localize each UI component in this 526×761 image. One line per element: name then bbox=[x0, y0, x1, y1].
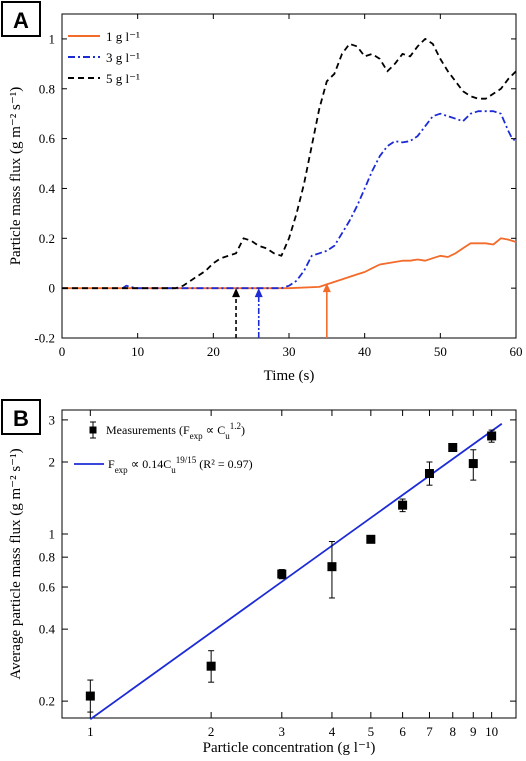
onset-arrow-head bbox=[322, 283, 331, 293]
y-tick-label: 0.4 bbox=[39, 181, 56, 196]
legend-marker-square bbox=[89, 426, 97, 434]
data-point bbox=[398, 500, 408, 510]
y-tick-label: -0.2 bbox=[34, 331, 55, 346]
x-tick-label: 4 bbox=[329, 724, 336, 739]
panel-b-plot-frame bbox=[61, 409, 517, 719]
data-point bbox=[468, 459, 478, 469]
y-tick-label: 1 bbox=[49, 31, 56, 46]
series-line bbox=[62, 38, 517, 290]
panel-b-series bbox=[85, 423, 503, 720]
y-tick-label: 0.8 bbox=[39, 550, 55, 565]
legend-label: 1 g l⁻¹ bbox=[106, 29, 140, 44]
legend-label: 3 g l⁻¹ bbox=[106, 50, 140, 65]
x-tick-label: 6 bbox=[399, 724, 406, 739]
data-point bbox=[85, 691, 95, 701]
panel-b-legend-fit-label: Fexp ∝ 0.14Cu19/15 (R² = 0.97) bbox=[108, 455, 253, 475]
y-tick-label: 0.6 bbox=[39, 580, 56, 595]
panel-a-tag-label: A bbox=[13, 8, 29, 33]
panel-b-legend: Measurements (Fexp ∝ Cu1.2) Fexp ∝ 0.14C… bbox=[74, 421, 253, 475]
legend-label: 5 g l⁻¹ bbox=[106, 71, 140, 86]
panel-b-legend-measurements-label: Measurements (Fexp ∝ Cu1.2) bbox=[106, 421, 245, 441]
x-tick-label: 3 bbox=[279, 724, 286, 739]
data-point bbox=[277, 569, 287, 579]
data-point bbox=[366, 534, 376, 544]
y-tick-label: 0.2 bbox=[39, 231, 55, 246]
y-tick-label: 0 bbox=[49, 281, 56, 296]
data-point bbox=[448, 442, 458, 452]
panel-a-y-axis-label: Particle mass flux (g m⁻² s⁻¹) bbox=[8, 87, 24, 266]
panel-a-onset-arrows bbox=[232, 283, 331, 338]
x-tick-label: 2 bbox=[208, 724, 215, 739]
x-tick-label: 1 bbox=[87, 724, 94, 739]
panel-a: A 0 10 20 30 40 50 60 -0.2 0 0.2 0.4 0.6 0.8 1 1 g l⁻… bbox=[1, 1, 523, 384]
y-tick-label: 2 bbox=[49, 455, 56, 470]
x-tick-label: 10 bbox=[131, 344, 144, 359]
panel-a-x-axis-label: Time (s) bbox=[264, 368, 315, 384]
series-line bbox=[122, 110, 517, 290]
panel-b-x-axis-label: Particle concentration (g l⁻¹) bbox=[203, 740, 376, 756]
x-tick-label: 30 bbox=[283, 344, 296, 359]
panel-a-axes: 0 10 20 30 40 50 60 -0.2 0 0.2 0.4 0.6 0.8 1 bbox=[34, 14, 523, 359]
panel-a-tag: A bbox=[1, 1, 41, 37]
x-tick-label: 5 bbox=[368, 724, 375, 739]
x-tick-label: 50 bbox=[434, 344, 447, 359]
x-tick-label: 8 bbox=[449, 724, 456, 739]
panel-b: B 1 2 3 4 5 6 7 8 9 10 0.2 0.4 0.6 0.8 1 2 3 Measurement… bbox=[1, 399, 517, 756]
panel-b-tag-label: B bbox=[13, 406, 29, 431]
x-tick-label: 20 bbox=[207, 344, 220, 359]
x-tick-label: 10 bbox=[485, 724, 498, 739]
series-line bbox=[62, 237, 517, 290]
x-tick-label: 7 bbox=[426, 724, 433, 739]
panel-b-axes: 1 2 3 4 5 6 7 8 9 10 0.2 0.4 0.6 0.8 1 2 3 bbox=[39, 410, 516, 739]
panel-a-legend: 1 g l⁻¹ 3 g l⁻¹ 5 g l⁻¹ bbox=[68, 29, 140, 86]
x-tick-label: 60 bbox=[510, 344, 523, 359]
panel-b-y-axis-label: Average particle mass flux (g m⁻² s⁻¹) bbox=[8, 448, 24, 679]
y-tick-label: 0.8 bbox=[39, 81, 55, 96]
x-tick-label: 9 bbox=[470, 724, 477, 739]
onset-arrow-head bbox=[254, 288, 263, 298]
onset-arrow-head bbox=[232, 288, 241, 298]
y-tick-label: 0.6 bbox=[39, 131, 56, 146]
x-tick-label: 40 bbox=[358, 344, 371, 359]
data-point bbox=[206, 661, 216, 671]
y-tick-label: 3 bbox=[49, 412, 56, 427]
data-point bbox=[327, 562, 337, 572]
y-tick-label: 0.2 bbox=[39, 694, 55, 709]
data-point bbox=[424, 469, 434, 479]
panel-b-tag: B bbox=[1, 399, 41, 435]
x-tick-label: 0 bbox=[59, 344, 66, 359]
data-point bbox=[487, 431, 497, 441]
y-tick-label: 1 bbox=[49, 526, 56, 541]
y-tick-label: 0.4 bbox=[39, 622, 56, 637]
